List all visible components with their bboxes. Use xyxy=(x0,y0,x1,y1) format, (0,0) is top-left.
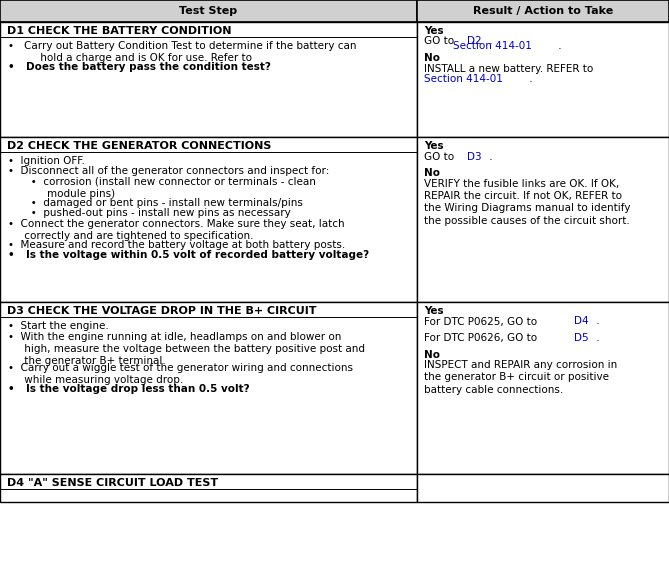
Text: •  pushed-out pins - install new pins as necessary: • pushed-out pins - install new pins as … xyxy=(8,208,291,219)
Text: .: . xyxy=(593,317,599,327)
Text: D2 CHECK THE GENERATOR CONNECTIONS: D2 CHECK THE GENERATOR CONNECTIONS xyxy=(7,141,272,151)
Text: D2: D2 xyxy=(467,36,482,47)
Text: •: • xyxy=(8,41,21,51)
Text: INSTALL a new battery. REFER to: INSTALL a new battery. REFER to xyxy=(423,63,593,73)
Text: D3 CHECK THE VOLTAGE DROP IN THE B+ CIRCUIT: D3 CHECK THE VOLTAGE DROP IN THE B+ CIRC… xyxy=(7,306,316,316)
Text: Test Step: Test Step xyxy=(179,6,237,16)
Text: •  Carry out a wiggle test of the generator wiring and connections
     while me: • Carry out a wiggle test of the generat… xyxy=(8,363,353,385)
Bar xyxy=(417,302,669,474)
Text: D5: D5 xyxy=(574,333,589,343)
Text: INSPECT and REPAIR any corrosion in
the generator B+ circuit or positive
battery: INSPECT and REPAIR any corrosion in the … xyxy=(423,360,617,395)
Text: Carry out Battery Condition Test to determine if the battery can
     hold a cha: Carry out Battery Condition Test to dete… xyxy=(24,41,357,62)
Text: •  With the engine running at idle, headlamps on and blower on
     high, measur: • With the engine running at idle, headl… xyxy=(8,332,365,366)
Text: D4 "A" SENSE CIRCUIT LOAD TEST: D4 "A" SENSE CIRCUIT LOAD TEST xyxy=(7,478,218,488)
Text: VERIFY the fusible links are OK. If OK,
REPAIR the circuit. If not OK, REFER to
: VERIFY the fusible links are OK. If OK, … xyxy=(423,178,630,226)
Bar xyxy=(417,0,669,22)
Bar xyxy=(0,22,417,137)
Text: •  Ignition OFF.: • Ignition OFF. xyxy=(8,156,85,166)
Text: Section 414-01: Section 414-01 xyxy=(423,74,502,84)
Text: No: No xyxy=(423,350,440,359)
Text: •  Connect the generator connectors. Make sure they seat, latch
     correctly a: • Connect the generator connectors. Make… xyxy=(8,219,345,241)
Text: Result / Action to Take: Result / Action to Take xyxy=(473,6,613,16)
Text: Yes: Yes xyxy=(423,306,444,316)
Text: D4: D4 xyxy=(574,317,589,327)
Text: Yes: Yes xyxy=(423,141,444,151)
Text: No: No xyxy=(423,168,440,178)
Bar xyxy=(417,22,669,137)
Text: .: . xyxy=(486,152,492,162)
Text: •: • xyxy=(8,250,22,260)
Text: •: • xyxy=(8,384,22,394)
Text: Yes: Yes xyxy=(423,26,444,36)
Bar xyxy=(0,302,417,474)
Text: For DTC P0625, GO to: For DTC P0625, GO to xyxy=(423,317,540,327)
Text: •  Measure and record the battery voltage at both battery posts.: • Measure and record the battery voltage… xyxy=(8,240,345,250)
Text: .: . xyxy=(486,36,492,47)
Bar xyxy=(0,0,417,22)
Text: No: No xyxy=(423,53,440,63)
Bar xyxy=(417,474,669,502)
Text: .: . xyxy=(526,74,532,84)
Text: Section 414-01: Section 414-01 xyxy=(453,41,532,51)
Bar xyxy=(0,137,417,302)
Bar xyxy=(0,474,417,502)
Text: Is the voltage within 0.5 volt of recorded battery voltage?: Is the voltage within 0.5 volt of record… xyxy=(26,250,369,260)
Text: D3: D3 xyxy=(467,152,482,162)
Text: Is the voltage drop less than 0.5 volt?: Is the voltage drop less than 0.5 volt? xyxy=(26,384,250,394)
Text: For DTC P0626, GO to: For DTC P0626, GO to xyxy=(423,333,540,343)
Text: .: . xyxy=(555,41,561,51)
Text: GO to: GO to xyxy=(423,36,457,47)
Text: .: . xyxy=(593,333,599,343)
Text: •  corrosion (install new connector or terminals - clean
            module pins: • corrosion (install new connector or te… xyxy=(8,177,316,200)
Bar xyxy=(417,137,669,302)
Text: Does the battery pass the condition test?: Does the battery pass the condition test… xyxy=(26,62,271,72)
Text: •: • xyxy=(8,62,22,72)
Text: GO to: GO to xyxy=(423,152,457,162)
Text: D1 CHECK THE BATTERY CONDITION: D1 CHECK THE BATTERY CONDITION xyxy=(7,26,231,36)
Text: •  Disconnect all of the generator connectors and inspect for:: • Disconnect all of the generator connec… xyxy=(8,167,329,177)
Text: •  damaged or bent pins - install new terminals/pins: • damaged or bent pins - install new ter… xyxy=(8,198,303,208)
Text: •  Start the engine.: • Start the engine. xyxy=(8,321,109,331)
